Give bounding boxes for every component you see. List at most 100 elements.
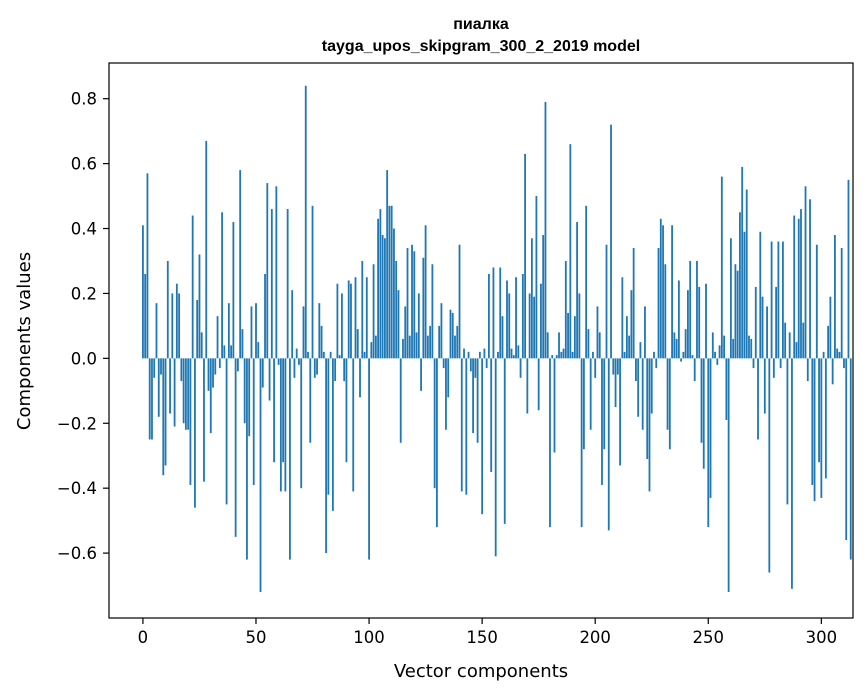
bar [350,283,352,359]
bar [234,358,237,537]
bar [429,325,432,359]
bar [732,338,735,359]
bar [517,345,520,359]
bar [592,351,594,359]
bar [456,325,459,359]
bar [212,358,214,388]
bar [404,306,407,359]
bar [727,358,730,593]
y-tick-label: 0.8 [71,90,97,109]
bar [255,303,257,359]
y-tick-label: 0.4 [71,220,97,239]
bar [594,358,597,378]
bar [714,351,716,359]
bar [766,306,768,359]
bar [499,267,502,359]
bar [687,290,689,359]
bar [576,222,579,359]
bar [490,358,493,472]
bar [354,277,357,359]
bar [632,248,635,359]
bar [630,290,633,359]
bar [571,351,574,359]
bar [327,358,330,495]
x-tick-label: 300 [806,628,838,647]
bar [298,358,300,365]
bar [454,335,456,359]
x-axis-label: Vector components [394,661,568,682]
bar [259,358,262,593]
bar [266,183,269,359]
bar [585,205,588,359]
bar [840,248,843,359]
bar [831,358,834,385]
bar [383,238,386,359]
bar [144,273,147,359]
y-axis: −0.6 −0.4 −0.2 0.0 0.2 0.4 0.6 0.8 [57,90,109,563]
bar [644,306,646,359]
bar [402,338,404,359]
bar [759,231,762,359]
bar [573,316,576,359]
bar [463,348,465,359]
bar [723,335,726,359]
bar [146,173,149,359]
bar [411,244,413,359]
bar [775,286,778,359]
bar [752,358,755,369]
bar [524,153,526,359]
bar [216,316,219,359]
bar [166,260,169,359]
bar [488,273,490,359]
bar [772,358,775,378]
bar [551,355,554,359]
bar [472,358,474,433]
bar [438,325,441,359]
bar [157,358,160,417]
bar [827,325,830,359]
bar [646,358,649,459]
bar [374,335,377,359]
bar [702,358,705,469]
bar [716,358,719,365]
bar [508,293,511,359]
bar [725,358,728,421]
x-axis: 0 50 100 150 200 250 300 [138,618,837,647]
bar [275,186,278,359]
bar [795,342,798,359]
bar [417,293,420,359]
bar [820,358,823,498]
bar [521,273,524,359]
bar [309,358,312,443]
bar [754,286,757,359]
bar [639,342,642,359]
bar [757,358,759,440]
bar [160,358,162,375]
bar [194,358,196,508]
bar [779,358,782,369]
bar [173,358,176,427]
bar [793,215,796,359]
bar [537,358,540,411]
bar [607,358,610,531]
bar [659,218,662,359]
bar [257,342,260,359]
bar [625,316,628,359]
bar [338,355,341,359]
bar [223,345,226,359]
bar [580,358,583,528]
bar [587,329,590,359]
bar [734,264,737,359]
bar [227,303,230,359]
bar [420,358,422,391]
bar [359,358,361,398]
bar [268,358,271,401]
bar [497,351,499,359]
bar [336,283,339,359]
x-tick-label: 150 [466,628,498,647]
bar [829,296,832,359]
bar [677,280,680,359]
bar [768,358,771,573]
bar [436,358,438,528]
bar [668,358,671,450]
